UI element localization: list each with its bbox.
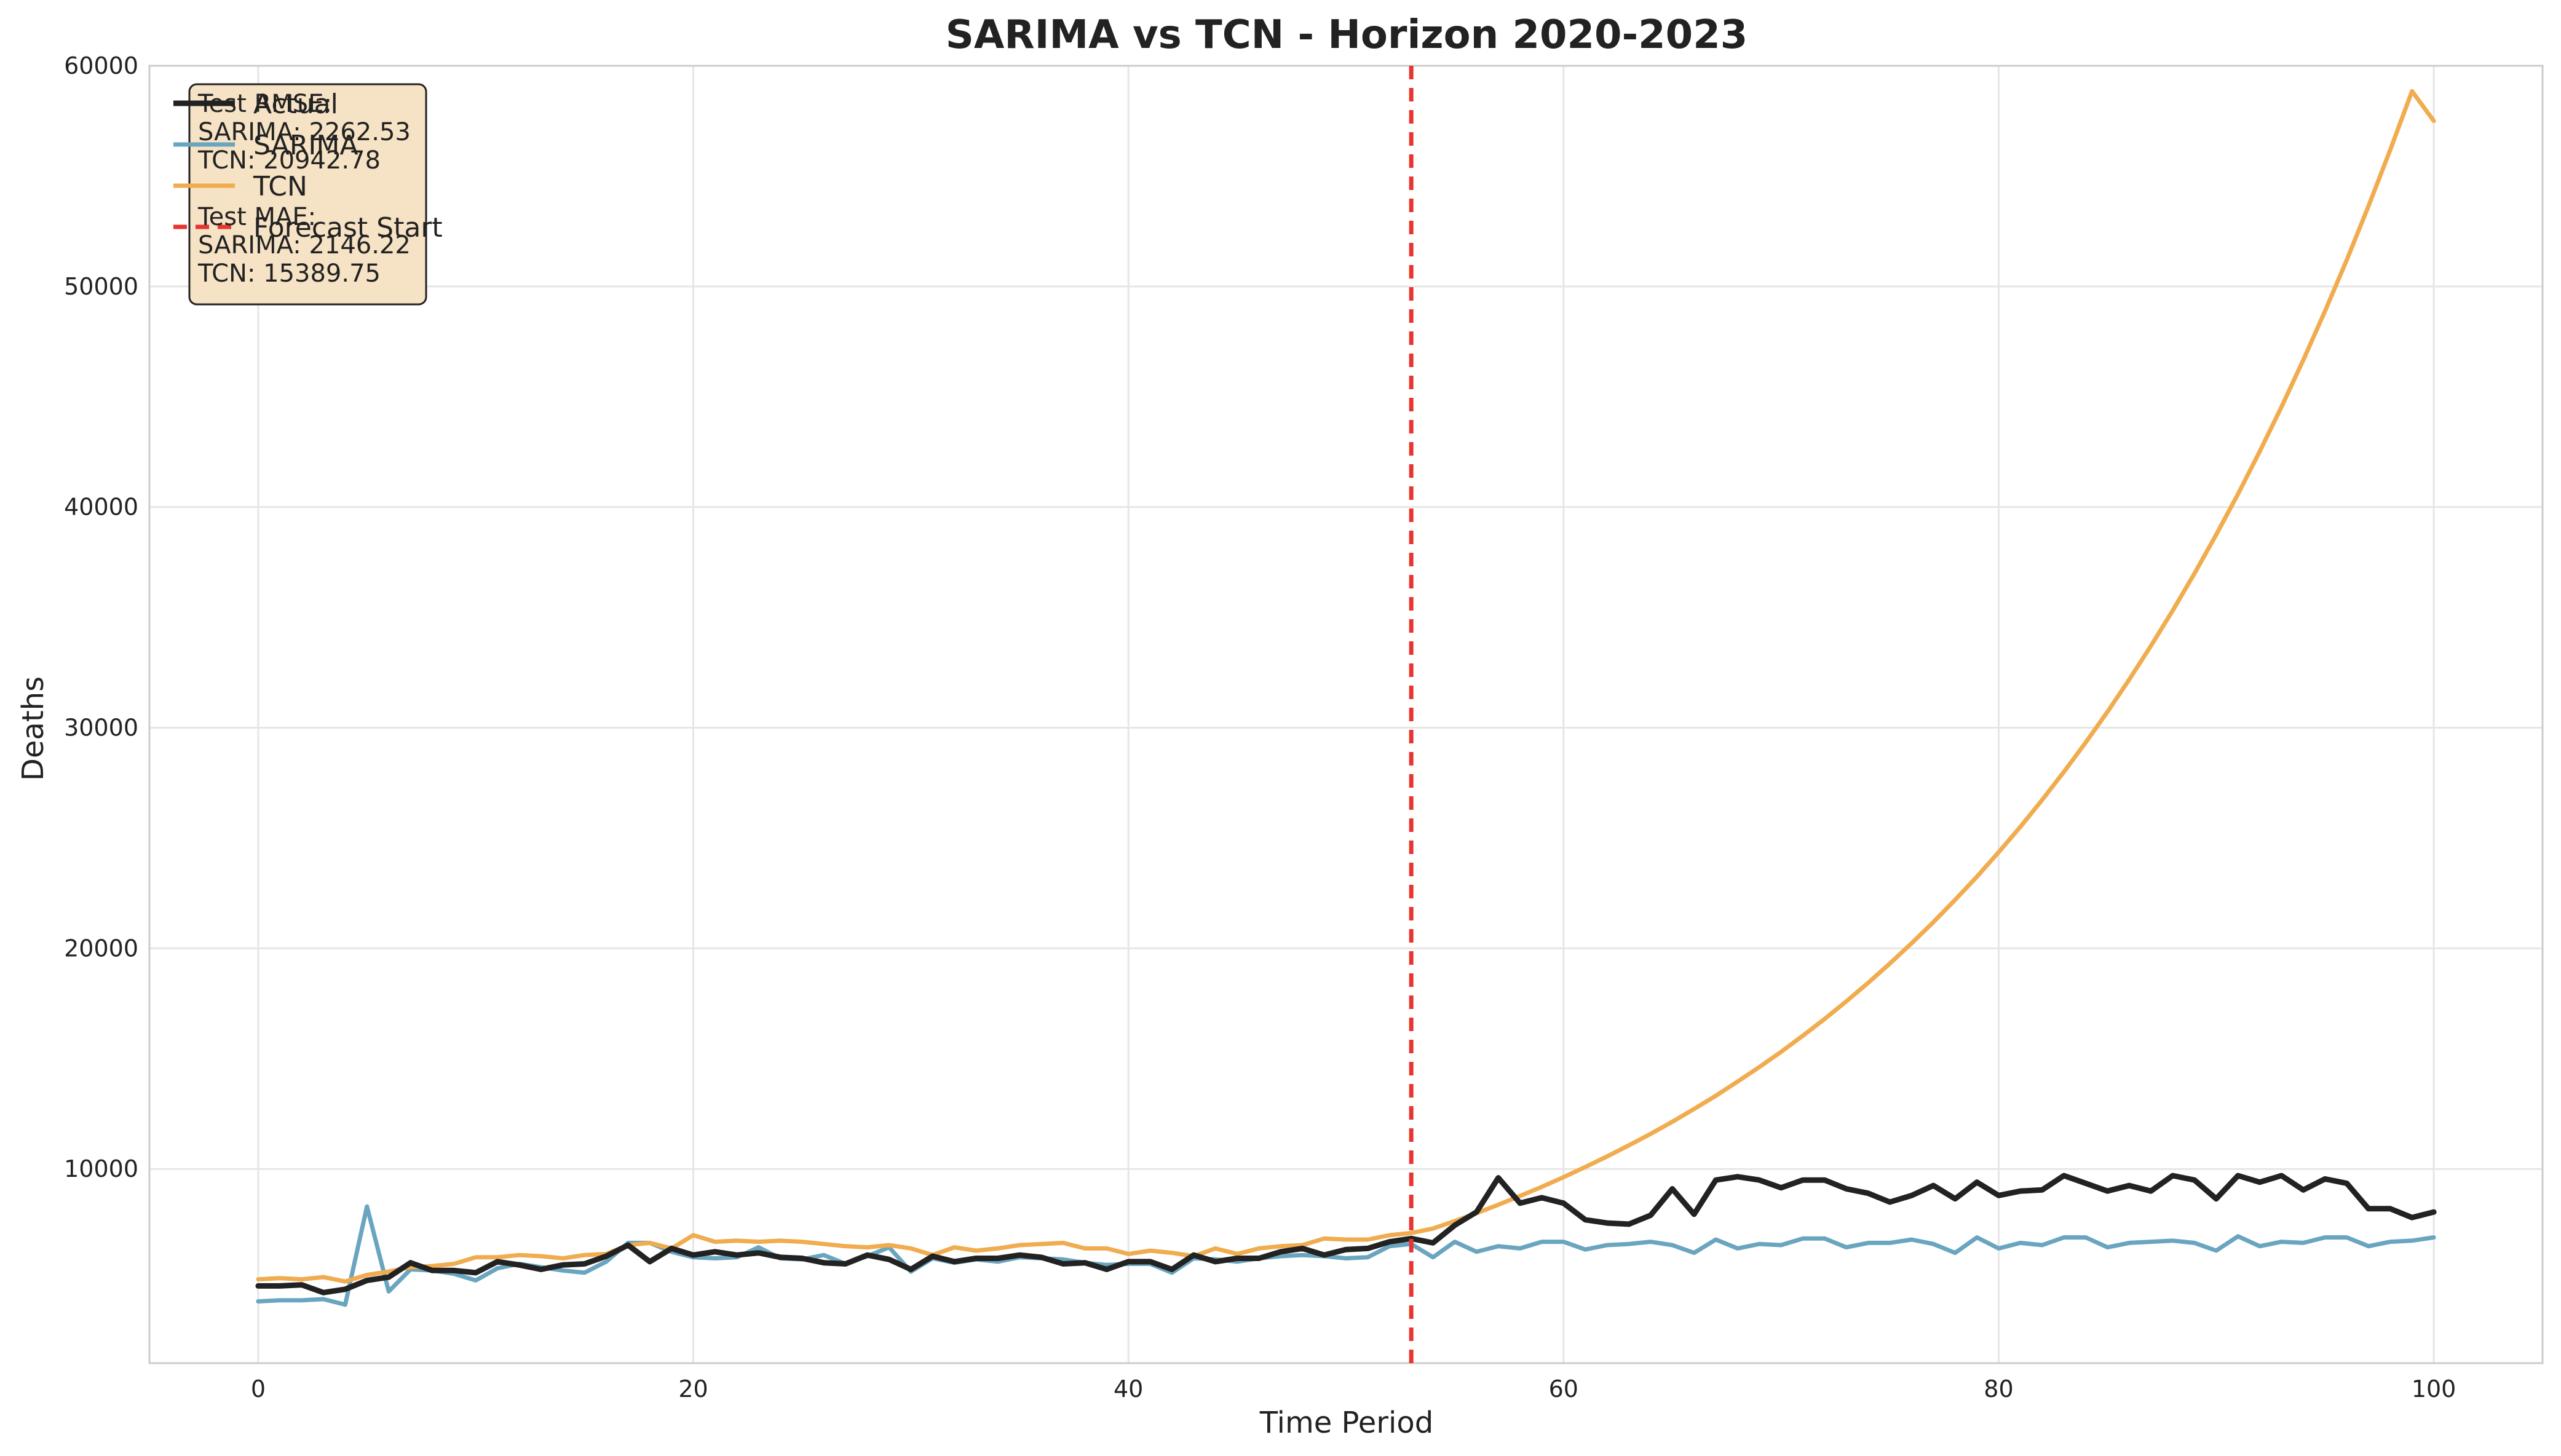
y-tick-label: 30000 xyxy=(64,714,138,742)
y-tick-label: 20000 xyxy=(64,935,138,962)
annotation-line: TCN: 15389.75 xyxy=(197,259,381,288)
x-axis-label: Time Period xyxy=(1259,1406,1433,1440)
series-layer xyxy=(255,89,2437,1307)
y-ticks: 10000 20000 30000 40000 50000 60000 xyxy=(64,52,138,1182)
y-tick-label: 60000 xyxy=(64,52,138,79)
x-tick-label: 80 xyxy=(1984,1375,2013,1403)
annotation-line: TCN: 20942.78 xyxy=(197,146,381,175)
y-tick-label: 10000 xyxy=(64,1155,138,1182)
x-tick-label: 20 xyxy=(678,1375,708,1403)
annotation-line: Test RMSE: xyxy=(197,90,332,118)
x-tick-label: 0 xyxy=(251,1375,266,1403)
annotation-box xyxy=(188,83,427,306)
chart-title: SARIMA vs TCN - Horizon 2020-2023 xyxy=(946,12,1748,58)
y-tick-label: 50000 xyxy=(64,273,138,300)
x-ticks: 0 20 40 60 80 100 xyxy=(251,1375,2456,1403)
series-line-actual xyxy=(255,1173,2437,1296)
y-axis-label: Deaths xyxy=(16,676,50,781)
legend-label: Forecast Start xyxy=(253,212,443,243)
annotation-line: SARIMA: 2262.53 xyxy=(198,118,411,146)
x-tick-label: 60 xyxy=(1549,1375,1578,1403)
y-tick-label: 40000 xyxy=(64,494,138,521)
annotation-line: SARIMA: 2146.22 xyxy=(198,231,411,259)
legend: Actual SARIMA TCN Forecast Start xyxy=(173,89,443,243)
plot-frame xyxy=(148,65,2544,1364)
legend-label: Actual xyxy=(253,89,338,120)
legend-label: TCN xyxy=(253,171,307,202)
x-tick-label: 100 xyxy=(2412,1375,2456,1403)
annotation-line: Test MAE: xyxy=(197,203,316,231)
grid xyxy=(149,65,2543,1363)
legend-label: SARIMA xyxy=(253,130,358,161)
x-tick-label: 40 xyxy=(1114,1375,1143,1403)
